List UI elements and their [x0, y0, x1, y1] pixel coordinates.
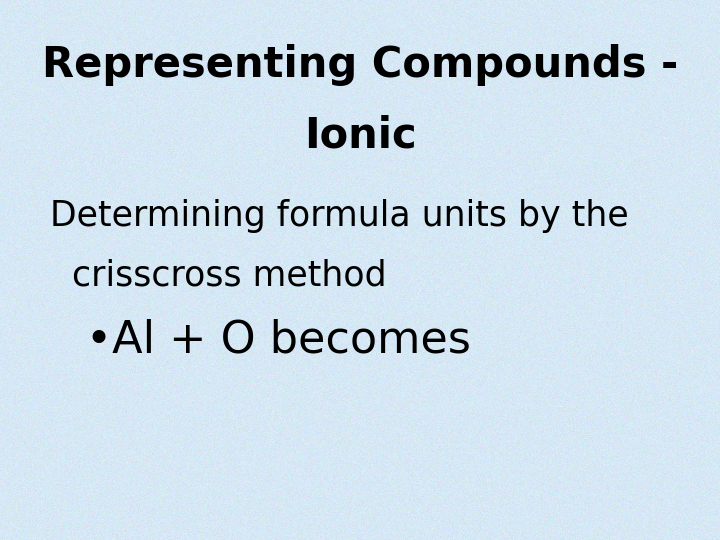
Text: Determining formula units by the: Determining formula units by the: [50, 199, 629, 233]
Text: crisscross method: crisscross method: [72, 259, 387, 292]
Text: Representing Compounds -: Representing Compounds -: [42, 44, 678, 86]
Text: Ionic: Ionic: [304, 114, 416, 156]
Text: •Al + O becomes: •Al + O becomes: [86, 319, 472, 362]
